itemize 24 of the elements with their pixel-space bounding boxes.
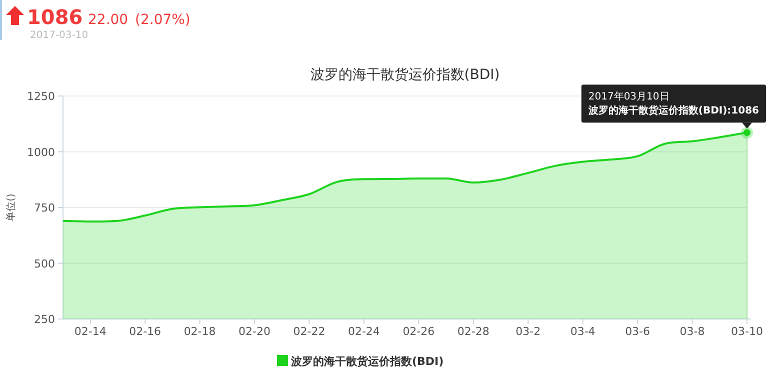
x-tick-label: 02-18 [184, 325, 216, 338]
x-tick-label: 03-4 [570, 325, 596, 338]
chart-title: 波罗的海干散货运价指数(BDI) [310, 67, 500, 83]
y-tick-label: 1250 [27, 90, 55, 103]
annotation: 2017年03月10日 [588, 90, 670, 103]
x-tick-label: 03-10 [731, 325, 763, 338]
x-tick-label: 02-24 [348, 325, 380, 338]
x-tick-label: 03-2 [516, 325, 541, 338]
x-tick-label: 02-14 [74, 325, 106, 338]
x-tick-label: 02-22 [293, 325, 326, 338]
y-tick-label: 250 [34, 313, 55, 326]
y-tick-label: 500 [34, 257, 55, 270]
x-tick-label: 03-6 [625, 325, 650, 338]
y-tick-label: 1000 [27, 146, 55, 159]
x-tick-label: 02-16 [129, 325, 162, 338]
x-tick-label: 02-20 [238, 325, 271, 338]
legend: 波罗的海干散货运价指数(BDI) [277, 355, 444, 368]
x-tick-label: 02-26 [402, 325, 435, 338]
header: 1086 22.00 (2.07%) 2017-03-10 [0, 0, 190, 41]
annotation: 波罗的海干散货运价指数(BDI):1086 [587, 104, 760, 117]
y-tick-label: 750 [34, 202, 55, 214]
x-tick-label: 03-8 [680, 325, 705, 338]
x-tick-label: 02-28 [457, 325, 490, 338]
y-axis-title: 单位() [5, 194, 17, 222]
